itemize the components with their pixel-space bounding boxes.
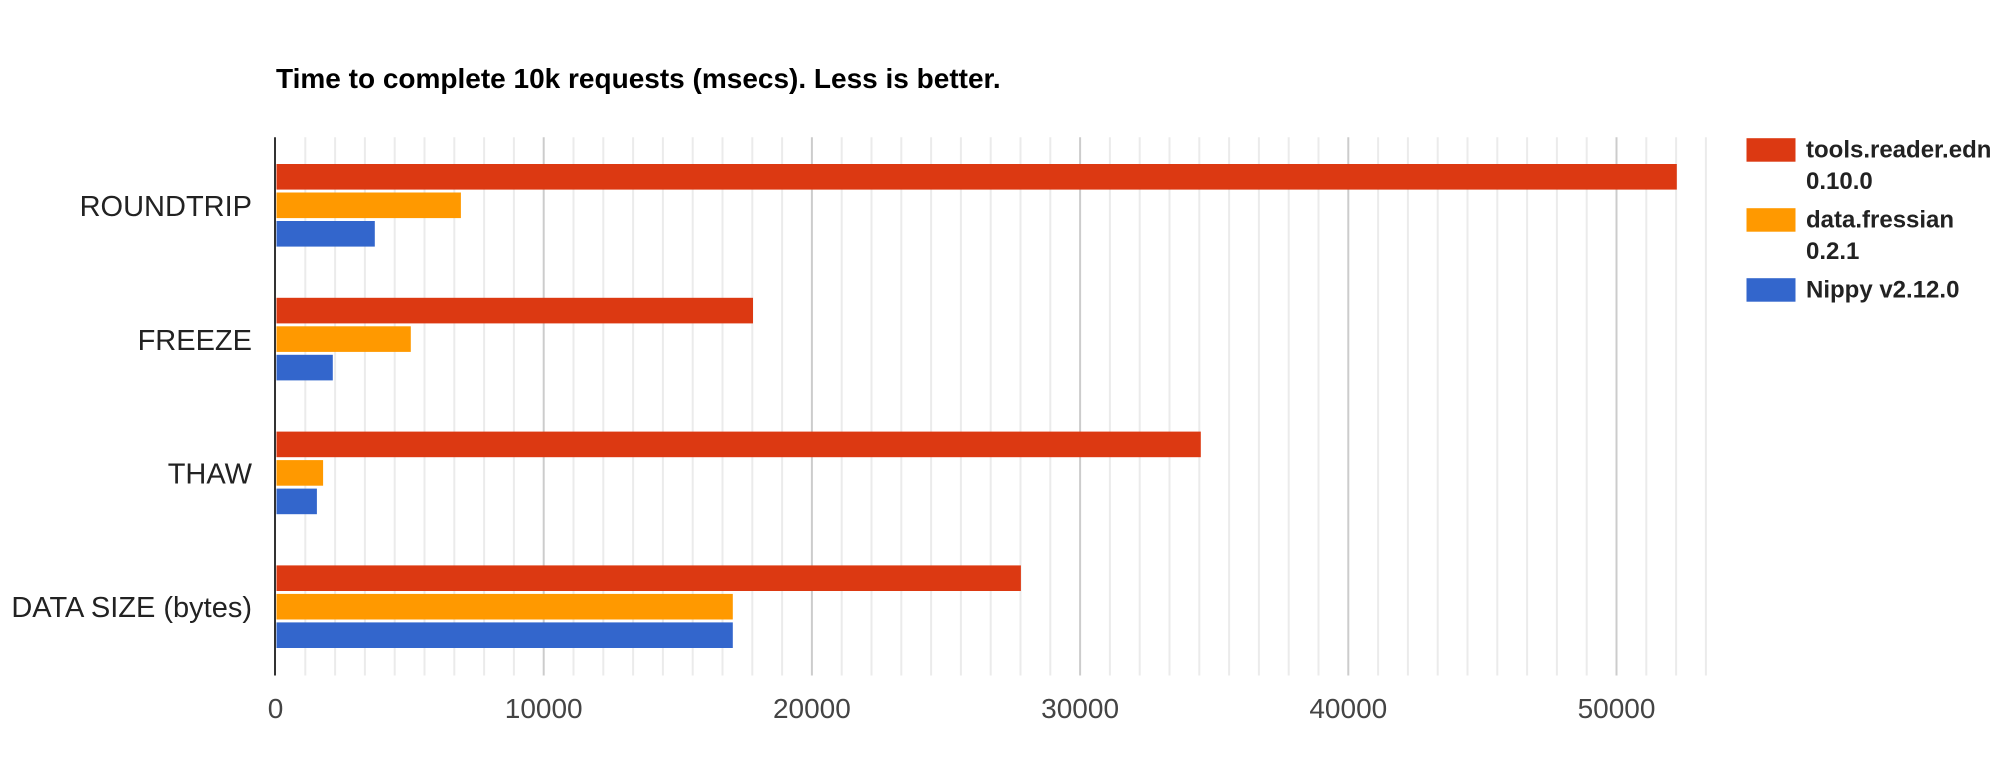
svg-text:FREEZE: FREEZE	[138, 325, 252, 357]
svg-text:tools.reader.edn: tools.reader.edn	[1806, 137, 1991, 164]
svg-text:Time to complete 10k requests: Time to complete 10k requests (msecs). L…	[276, 63, 1001, 94]
svg-text:20000: 20000	[773, 693, 851, 724]
svg-text:40000: 40000	[1309, 693, 1387, 724]
svg-text:DATA SIZE (bytes): DATA SIZE (bytes)	[11, 592, 252, 624]
svg-text:THAW: THAW	[168, 459, 253, 491]
svg-text:30000: 30000	[1041, 693, 1119, 724]
svg-text:0.10.0: 0.10.0	[1806, 168, 1873, 195]
svg-text:data.fressian: data.fressian	[1806, 207, 1954, 234]
svg-text:ROUNDTRIP: ROUNDTRIP	[80, 191, 252, 223]
svg-text:50000: 50000	[1578, 693, 1656, 724]
svg-text:10000: 10000	[505, 693, 583, 724]
svg-text:Nippy v2.12.0: Nippy v2.12.0	[1806, 277, 1959, 304]
svg-text:0: 0	[268, 693, 284, 724]
svg-text:0.2.1: 0.2.1	[1806, 238, 1859, 265]
